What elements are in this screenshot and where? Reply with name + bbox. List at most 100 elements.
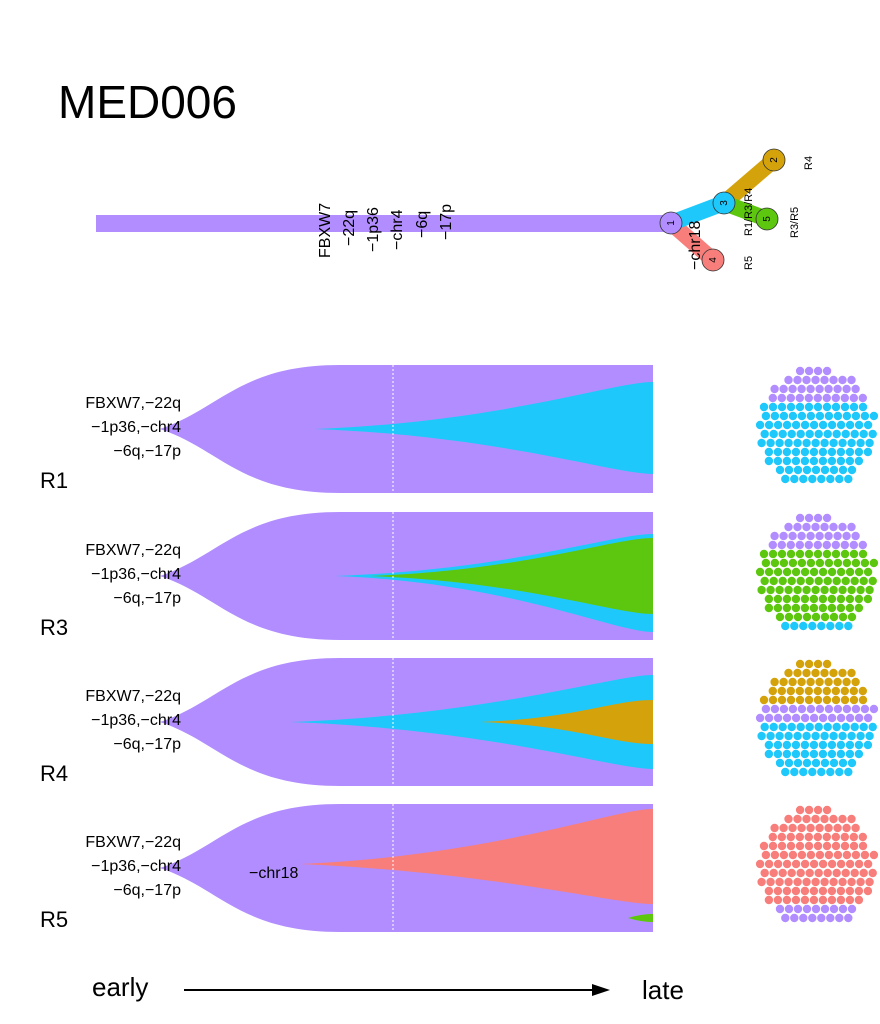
clone-dot <box>777 402 787 412</box>
clone-dot <box>791 567 801 577</box>
clone-dot <box>840 393 849 403</box>
trunk-event-label: −22q <box>341 210 358 246</box>
clone-dot <box>773 895 783 905</box>
clone-dot <box>778 722 787 732</box>
clone-dot <box>833 558 843 568</box>
clone-dot <box>868 722 877 732</box>
clone-dot <box>836 603 846 613</box>
clone-dot <box>761 704 771 714</box>
clone-dot <box>836 713 846 723</box>
clone-dot <box>773 567 783 577</box>
clone-dot <box>818 895 828 905</box>
clone-dot <box>833 704 843 714</box>
clone-dot <box>860 411 870 421</box>
clone-dot <box>847 438 856 448</box>
clone-dot <box>854 749 864 759</box>
clone-dot-cluster <box>755 805 879 923</box>
clone-dot <box>786 402 796 412</box>
clone-dot <box>806 531 815 541</box>
clone-dot <box>838 465 848 475</box>
clone-dot <box>777 540 786 550</box>
trunk-event-label: FBXW7 <box>317 203 334 258</box>
clone-dot <box>793 814 802 824</box>
clone-dot <box>838 758 848 768</box>
clone-dot <box>832 429 841 439</box>
clone-dot <box>822 540 831 550</box>
clone-dot <box>779 411 789 421</box>
clone-dot <box>769 868 778 878</box>
clone-dot <box>851 531 860 541</box>
clone-dot <box>836 859 846 869</box>
clone-dot <box>809 567 819 577</box>
clone-dot <box>826 767 835 777</box>
clone-dot <box>791 420 801 430</box>
clone-dot <box>804 805 814 815</box>
clone-dot <box>822 366 832 376</box>
clone-dot <box>844 767 853 777</box>
clone-dot <box>769 576 778 586</box>
clone-dot <box>755 420 765 430</box>
clone-dot <box>845 456 855 466</box>
clone-dot <box>820 612 830 622</box>
clone-dot <box>831 832 840 842</box>
clone-dot <box>865 731 874 741</box>
clone-dot <box>863 713 873 723</box>
clone-dot <box>849 841 859 851</box>
clone-dot <box>860 850 870 860</box>
clone-dot <box>820 904 830 914</box>
clone-dot <box>842 823 851 833</box>
clone-dot <box>788 411 798 421</box>
clone-dot <box>809 447 819 457</box>
trunk-event-label: −1p36 <box>365 207 382 252</box>
fish-panel-R1: FBXW7,−22q −1p36,−chr4 −6q,−17p R1 <box>40 365 879 493</box>
clone-dot <box>786 393 795 403</box>
clone-dot <box>847 612 857 622</box>
clone-dot <box>831 686 840 696</box>
clone-dot <box>849 549 859 559</box>
clone-dot <box>823 722 832 732</box>
clone-dot <box>845 859 855 869</box>
clone-dot <box>797 704 807 714</box>
clone-dot <box>809 456 819 466</box>
clone-dot <box>811 438 820 448</box>
clone-dot <box>804 393 813 403</box>
clone-dot <box>840 402 850 412</box>
clone-dot <box>786 686 795 696</box>
clone-dot <box>823 868 832 878</box>
clone-dot <box>829 522 838 532</box>
clone-dot <box>775 612 785 622</box>
clone-dot <box>809 420 819 430</box>
clone-dot <box>840 832 849 842</box>
clone-dot <box>795 659 805 669</box>
clone-dot <box>851 411 861 421</box>
region-label-node4: R5 <box>743 256 755 270</box>
clone-dot <box>775 731 784 741</box>
clone-dot <box>847 522 856 532</box>
clone-dot <box>804 686 813 696</box>
clone-dot <box>795 841 805 851</box>
clone-dot <box>838 522 847 532</box>
clone-dot <box>811 758 821 768</box>
clone-dot <box>759 402 769 412</box>
clone-dot <box>775 877 784 887</box>
clone-dot <box>847 585 856 595</box>
clone-dot <box>859 868 868 878</box>
clone-dot <box>782 456 792 466</box>
clone-dot <box>869 558 879 568</box>
clone-dot <box>809 603 819 613</box>
fish-event-label: −6q,−17p <box>113 882 181 899</box>
clone-dot <box>858 686 867 696</box>
clone-dot <box>863 859 873 869</box>
clone-dot <box>863 567 873 577</box>
clone-dot <box>845 886 855 896</box>
clone-dot <box>800 594 810 604</box>
fish-region-label: R4 <box>40 761 68 786</box>
clone-dot <box>826 913 835 923</box>
clone-dot <box>842 704 852 714</box>
clone-dot <box>793 612 803 622</box>
clone-dot <box>800 456 810 466</box>
clone-dot <box>811 731 820 741</box>
clone-dot <box>847 814 856 824</box>
clone-dot <box>764 456 774 466</box>
clone-dot <box>808 767 817 777</box>
